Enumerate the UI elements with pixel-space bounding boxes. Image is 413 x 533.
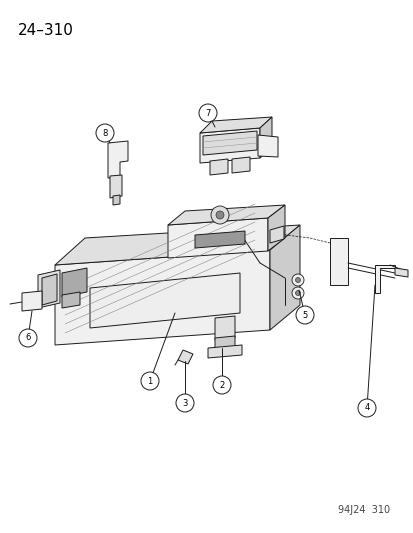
Polygon shape [168,205,284,225]
Polygon shape [178,350,192,364]
Polygon shape [209,159,228,175]
Circle shape [19,329,37,347]
Polygon shape [108,141,128,178]
Text: 4: 4 [363,403,369,413]
Polygon shape [214,336,235,350]
Circle shape [295,278,300,282]
Circle shape [291,287,303,299]
Circle shape [216,211,223,219]
Text: 5: 5 [301,311,307,319]
Polygon shape [231,157,249,173]
Polygon shape [394,268,407,277]
Polygon shape [199,128,259,163]
Circle shape [295,306,313,324]
Polygon shape [202,131,256,155]
Polygon shape [199,117,271,133]
Polygon shape [269,226,283,243]
Polygon shape [168,218,267,258]
Polygon shape [55,250,269,345]
Text: 1: 1 [147,376,152,385]
Circle shape [295,290,300,295]
Text: 24–310: 24–310 [18,23,74,38]
Polygon shape [269,225,299,330]
Polygon shape [267,205,284,251]
Polygon shape [55,225,299,265]
Polygon shape [62,268,87,297]
Text: 7: 7 [205,109,210,117]
Text: 94J24  310: 94J24 310 [337,505,389,515]
Circle shape [176,394,194,412]
Polygon shape [374,265,394,293]
Circle shape [211,206,228,224]
Polygon shape [38,270,60,308]
Polygon shape [110,175,122,198]
Polygon shape [207,345,242,358]
Polygon shape [257,135,277,157]
Polygon shape [22,291,42,311]
Polygon shape [329,238,347,285]
Circle shape [141,372,159,390]
Circle shape [199,104,216,122]
Circle shape [96,124,114,142]
Circle shape [212,376,230,394]
Text: 3: 3 [182,399,187,408]
Circle shape [357,399,375,417]
Polygon shape [259,117,271,158]
Text: 2: 2 [219,381,224,390]
Polygon shape [214,316,235,340]
Polygon shape [113,195,120,205]
Polygon shape [42,274,57,305]
Text: 6: 6 [25,334,31,343]
Text: 8: 8 [102,128,107,138]
Circle shape [291,274,303,286]
Polygon shape [195,231,244,248]
Polygon shape [90,273,240,328]
Polygon shape [62,292,80,308]
